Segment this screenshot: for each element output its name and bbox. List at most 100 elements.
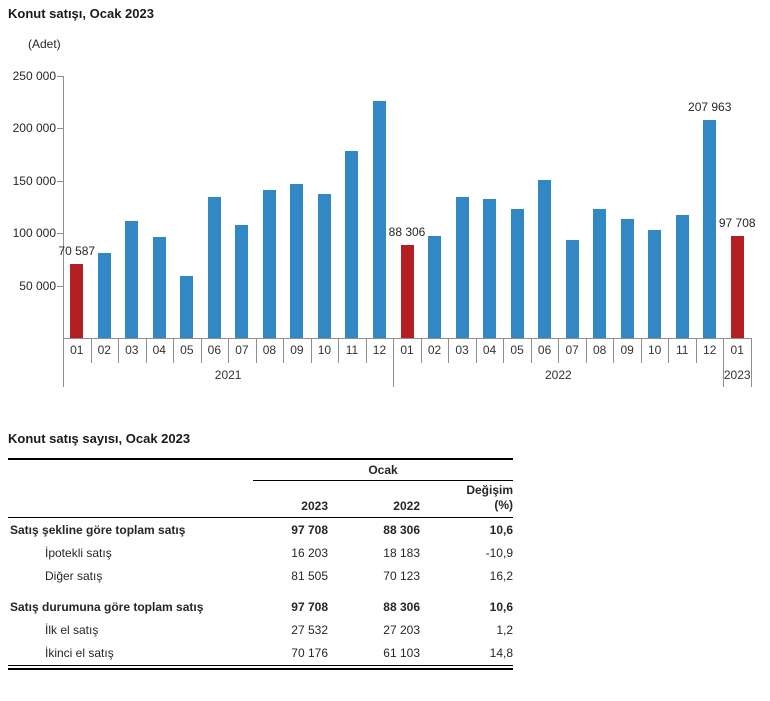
bar-2021-09 <box>290 184 304 338</box>
month-separator <box>613 338 615 363</box>
chart-title: Konut satışı, Ocak 2023 <box>8 6 154 21</box>
y-axis-tick <box>57 181 63 182</box>
bar-2022-10 <box>648 230 662 338</box>
y-axis-line <box>63 76 64 338</box>
month-label: 04 <box>152 343 166 357</box>
cell-2022: 61 103 <box>383 646 420 660</box>
year-separator <box>393 338 395 387</box>
bar-2023-01 <box>730 236 744 338</box>
bar-value-label: 70 587 <box>58 244 96 258</box>
row-label: Satış şekline göre toplam satış <box>10 522 186 537</box>
month-label: 02 <box>97 343 111 357</box>
table-row: Diğer satış 81 505 70 123 16,2 <box>8 564 513 587</box>
y-axis-tick <box>57 233 63 234</box>
cell-2022: 88 306 <box>383 599 420 614</box>
y-axis-label: 150 000 <box>12 173 56 188</box>
table-title: Konut satış sayısı, Ocak 2023 <box>8 431 191 446</box>
housing-sales-table: Konut satış sayısı, Ocak 2023 Ocak 2023 … <box>8 431 513 670</box>
row-label: İkinci el satış <box>45 646 114 660</box>
y-axis-tick <box>57 128 63 129</box>
row-label: Diğer satış <box>45 568 103 583</box>
cell-change: 16,2 <box>489 568 513 583</box>
bar-2022-04 <box>483 199 497 338</box>
month-label: 06 <box>537 343 552 357</box>
cell-2022: 18 183 <box>383 545 420 560</box>
bar-2022-05 <box>510 209 524 338</box>
month-label: 06 <box>207 343 222 357</box>
cell-2023: 97 708 <box>291 599 328 614</box>
month-separator <box>668 338 670 363</box>
bar-2021-06 <box>207 197 221 338</box>
month-separator <box>283 338 285 363</box>
year-separator <box>723 338 725 387</box>
table-row: Satış durumuna göre toplam satış 97 708 88… <box>8 595 513 618</box>
table-group-header-row: Ocak <box>8 460 513 481</box>
month-label: 01 <box>730 343 744 357</box>
table-row: İpotekli satış 16 203 18 183 -10,9 <box>8 541 513 564</box>
cell-2023: 16 203 <box>291 545 328 560</box>
table-row: İkinci el satış 70 176 61 103 14,8 <box>8 641 513 666</box>
table-header-row: 2023 2022 Değişim (%) <box>8 481 513 518</box>
month-separator <box>585 338 587 363</box>
cell-2023: 27 532 <box>291 622 328 637</box>
col-header-2022: 2022 <box>393 499 420 513</box>
month-label: 11 <box>345 343 359 357</box>
bar-2022-01 <box>400 245 414 338</box>
month-separator <box>255 338 257 363</box>
month-label: 01 <box>400 343 414 357</box>
col-header-change-line2: (%) <box>494 498 513 512</box>
cell-change: 10,6 <box>489 599 513 614</box>
cell-2023: 70 176 <box>291 646 328 660</box>
bar-2021-10 <box>317 194 331 338</box>
bar-2021-01 <box>70 264 84 338</box>
month-separator <box>228 338 230 363</box>
bar-2022-11 <box>675 215 689 338</box>
cell-2022: 27 203 <box>383 622 420 637</box>
bar-2022-06 <box>538 180 552 338</box>
month-label: 01 <box>70 343 84 357</box>
x-axis-line <box>63 338 752 339</box>
cell-change: 14,8 <box>489 646 513 660</box>
month-separator <box>558 338 560 363</box>
bar-2021-02 <box>97 253 111 338</box>
year-label: 2022 <box>545 368 572 382</box>
y-axis-tick <box>57 76 63 77</box>
bar-value-label: 88 306 <box>388 225 426 239</box>
y-axis-label: 250 000 <box>12 69 56 83</box>
bar-2021-12 <box>372 101 386 338</box>
bar-2022-09 <box>620 219 634 338</box>
col-header-change: Değişim (%) <box>420 483 513 513</box>
month-separator <box>640 338 642 363</box>
bar-2021-08 <box>262 190 276 338</box>
table-row: İlk el satış 27 532 27 203 1,2 <box>8 618 513 641</box>
month-label: 07 <box>565 343 579 357</box>
month-separator <box>420 338 422 363</box>
bar-2021-07 <box>235 225 249 338</box>
cell-2023: 97 708 <box>291 522 328 537</box>
month-label: 04 <box>482 343 497 357</box>
bar-value-label: 207 963 <box>688 100 732 114</box>
bar-2022-08 <box>593 209 607 338</box>
month-label: 08 <box>262 343 277 357</box>
month-label: 03 <box>125 343 139 357</box>
row-label: İlk el satış <box>45 622 99 637</box>
month-label: 10 <box>317 343 332 357</box>
month-separator <box>310 338 312 363</box>
col-header-change-line1: Değişim <box>466 483 513 497</box>
y-axis-label: 100 000 <box>12 226 56 241</box>
bar-2022-03 <box>455 197 469 338</box>
month-separator <box>90 338 92 363</box>
table-group-header-ocak: Ocak <box>253 460 513 481</box>
month-separator <box>200 338 202 363</box>
table: Ocak 2023 2022 Değişim (%) Satış şekline … <box>8 458 513 670</box>
cell-2022: 88 306 <box>383 522 420 537</box>
table-body: Satış şekline göre toplam satış 97 708 88 … <box>8 518 513 666</box>
month-separator <box>145 338 147 363</box>
bar-2022-02 <box>428 236 442 338</box>
chart-unit-label: (Adet) <box>28 37 61 51</box>
cell-change: 1,2 <box>496 622 513 637</box>
month-separator <box>448 338 450 363</box>
cell-change: 10,6 <box>489 522 513 537</box>
cell-2022: 70 123 <box>383 568 420 583</box>
y-axis-tick <box>57 286 63 287</box>
